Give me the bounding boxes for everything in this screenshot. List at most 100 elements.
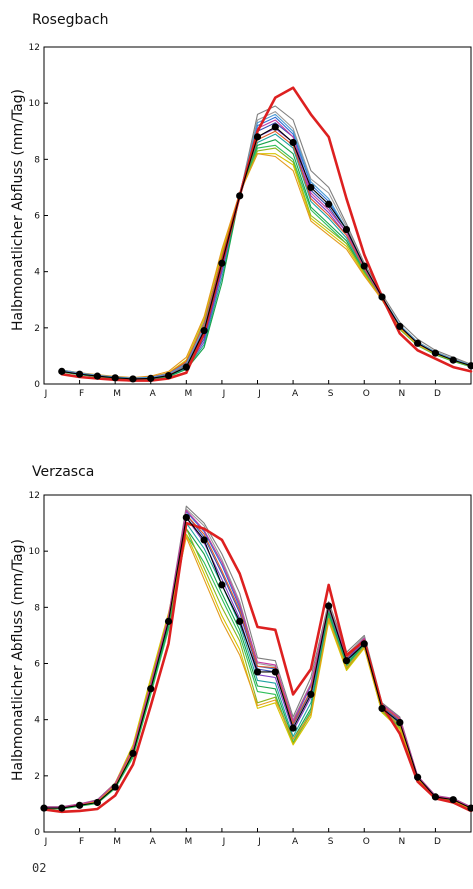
x-tick-label: M — [113, 389, 121, 399]
observed-point — [253, 133, 262, 141]
x-tick-label: S — [328, 837, 334, 847]
observed-point — [396, 322, 404, 331]
x-tick-label: J — [44, 389, 48, 399]
x-tick-label: M — [184, 389, 192, 399]
reference-series-line — [42, 521, 473, 814]
x-tick-label: A — [150, 389, 157, 399]
y-tick-label: 8 — [34, 603, 40, 613]
observed-point — [289, 138, 297, 147]
y-ticks: 0 2 4 6 8 10 12 — [29, 43, 48, 390]
observed-point — [360, 640, 368, 648]
x-tick-label: S — [328, 389, 334, 399]
observed-point — [449, 356, 457, 364]
observed-point — [414, 339, 422, 347]
x-tick-label: M — [184, 837, 192, 847]
observed-point — [271, 668, 279, 676]
y-tick-label: 6 — [34, 660, 40, 670]
observed-point — [200, 536, 208, 544]
chart-panel-rosegbach: Rosegbach Halbmonatlicher Abfluss (mm/Ta… — [10, 12, 473, 399]
observed-point — [164, 617, 173, 625]
observed-point — [289, 724, 297, 732]
x-tick-label: A — [150, 837, 157, 847]
x-tick-label: N — [398, 837, 405, 847]
y-tick-label: 6 — [34, 212, 40, 222]
observed-point — [378, 293, 386, 301]
y-tick-label: 10 — [29, 547, 41, 557]
observed-point — [378, 704, 386, 713]
x-tick-label: O — [363, 389, 370, 399]
x-tick-label: M — [113, 837, 121, 847]
y-tick-label: 10 — [29, 99, 41, 109]
observed-point — [75, 370, 84, 378]
observed-point — [129, 749, 137, 757]
x-tick-label: F — [79, 389, 84, 399]
observed-point — [93, 798, 101, 807]
observed-point — [182, 513, 190, 522]
chart-panel-verzasca: Verzasca Halbmonatlicher Abfluss (mm/Tag… — [10, 464, 473, 847]
y-tick-label: 2 — [34, 772, 40, 782]
observed-point — [467, 362, 473, 370]
observed-point — [396, 718, 404, 727]
ensemble-series-line — [43, 505, 472, 808]
observed-point — [182, 363, 190, 371]
y-tick-label: 8 — [34, 155, 40, 165]
observed-point — [360, 262, 368, 270]
ensemble-series-line — [43, 509, 472, 808]
observed-point — [129, 375, 137, 383]
observed-point — [40, 804, 48, 812]
y-tick-label: 4 — [34, 716, 40, 726]
observed-point — [147, 685, 155, 693]
ensemble-series-line — [61, 116, 472, 380]
y-tick-label: 2 — [34, 324, 40, 334]
x-tick-label: D — [434, 837, 441, 847]
y-tick-label: 12 — [29, 43, 40, 53]
observed-point — [449, 796, 457, 804]
ensemble-series-line — [61, 119, 472, 380]
observed-point — [164, 371, 173, 380]
observed-point — [307, 183, 315, 192]
observed-point — [111, 783, 119, 791]
observed-point — [236, 617, 244, 625]
x-tick-label: O — [363, 837, 370, 847]
x-tick-label: A — [292, 389, 299, 399]
ensemble-series-line — [43, 511, 472, 809]
observed-point — [200, 327, 208, 335]
observed-point — [325, 602, 333, 610]
series-lines — [60, 86, 473, 382]
x-tick-label: J — [222, 389, 226, 399]
observed-point — [58, 367, 66, 375]
observed-point — [342, 657, 351, 665]
footer-label: 02 — [32, 861, 46, 875]
series-lines — [42, 505, 473, 814]
observed-point — [93, 372, 101, 380]
observed-point — [218, 581, 226, 589]
observed-point — [467, 804, 473, 812]
ensemble-series-line — [61, 153, 472, 379]
y-tick-label: 0 — [34, 380, 40, 390]
observed-point — [342, 225, 351, 234]
x-tick-label: F — [79, 837, 84, 847]
y-tick-label: 4 — [34, 268, 40, 278]
y-tick-label: 12 — [29, 491, 40, 501]
observed-point — [431, 793, 440, 801]
observed-point — [414, 773, 422, 781]
ensemble-series-line — [61, 122, 472, 380]
y-tick-label: 0 — [34, 828, 40, 838]
observed-point — [218, 259, 226, 267]
x-tick-label: J — [257, 389, 261, 399]
observed-point — [75, 801, 84, 809]
observed-point — [253, 668, 262, 676]
observed-point — [236, 192, 244, 200]
y-axis-label: Halbmonatlicher Abfluss (mm/Tag) — [10, 539, 26, 781]
y-ticks: 0 2 4 6 8 10 12 — [29, 491, 48, 838]
observed-markers — [58, 123, 473, 383]
observed-point — [58, 804, 66, 812]
x-tick-label: N — [398, 389, 405, 399]
x-tick-label: J — [257, 837, 261, 847]
x-tick-label: A — [292, 837, 299, 847]
observed-markers — [40, 513, 473, 812]
x-tick-label: D — [434, 389, 441, 399]
